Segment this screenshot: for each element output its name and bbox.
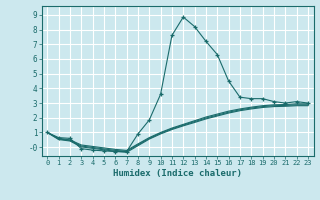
X-axis label: Humidex (Indice chaleur): Humidex (Indice chaleur): [113, 169, 242, 178]
